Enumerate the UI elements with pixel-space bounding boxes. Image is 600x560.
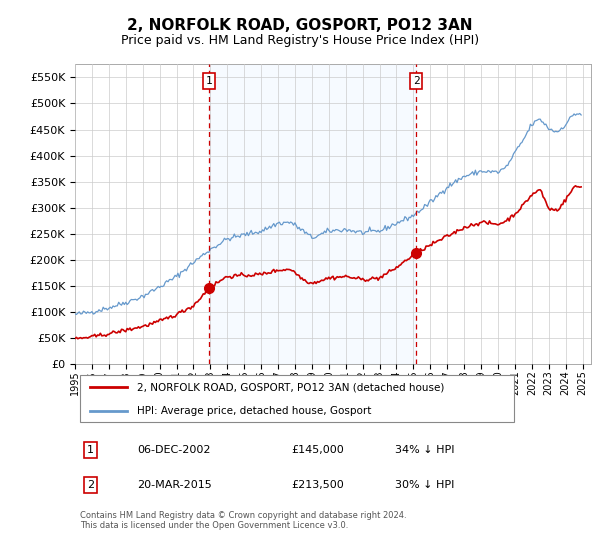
Text: 20-MAR-2015: 20-MAR-2015: [137, 479, 212, 489]
Text: £145,000: £145,000: [292, 445, 344, 455]
Text: Contains HM Land Registry data © Crown copyright and database right 2024.
This d: Contains HM Land Registry data © Crown c…: [80, 511, 407, 530]
Text: 2: 2: [413, 76, 419, 86]
Text: Price paid vs. HM Land Registry's House Price Index (HPI): Price paid vs. HM Land Registry's House …: [121, 34, 479, 47]
Text: 1: 1: [87, 445, 94, 455]
Text: 2: 2: [87, 479, 94, 489]
Bar: [209, 64, 416, 364]
Text: 30% ↓ HPI: 30% ↓ HPI: [395, 479, 454, 489]
Text: 2, NORFOLK ROAD, GOSPORT, PO12 3AN: 2, NORFOLK ROAD, GOSPORT, PO12 3AN: [127, 18, 473, 32]
Text: HPI: Average price, detached house, Gosport: HPI: Average price, detached house, Gosp…: [137, 406, 371, 416]
Text: 34% ↓ HPI: 34% ↓ HPI: [395, 445, 454, 455]
Text: 2, NORFOLK ROAD, GOSPORT, PO12 3AN (detached house): 2, NORFOLK ROAD, GOSPORT, PO12 3AN (deta…: [137, 382, 444, 392]
Text: 06-DEC-2002: 06-DEC-2002: [137, 445, 211, 455]
FancyBboxPatch shape: [80, 375, 514, 422]
Text: 1: 1: [206, 76, 212, 86]
Text: £213,500: £213,500: [292, 479, 344, 489]
